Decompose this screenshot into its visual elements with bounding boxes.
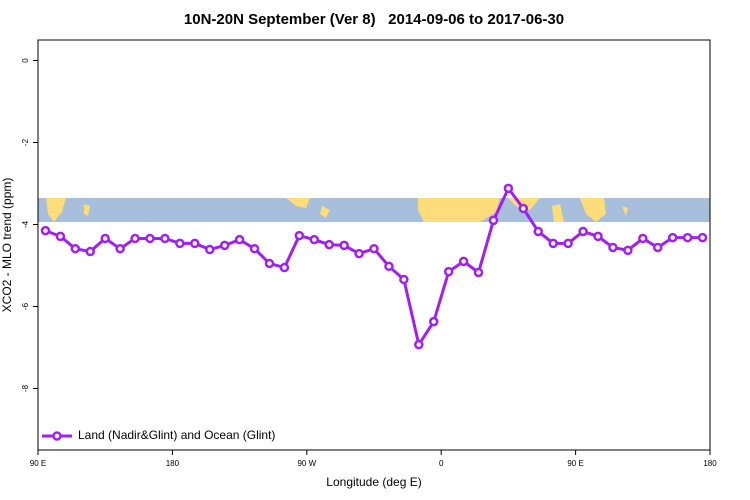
x-tick-label: 90 E bbox=[567, 459, 583, 468]
y-tick-label: -2 bbox=[21, 138, 30, 146]
data-point bbox=[145, 233, 155, 244]
y-axis-label: XCO2 - MLO trend (ppm) bbox=[0, 178, 14, 313]
data-point bbox=[309, 234, 320, 245]
data-point bbox=[85, 246, 96, 257]
data-point bbox=[249, 243, 260, 254]
data-point bbox=[175, 238, 185, 249]
data-point bbox=[548, 238, 558, 249]
y-tick-label: -8 bbox=[21, 384, 30, 392]
x-tick-label: 90 E bbox=[30, 459, 46, 468]
data-point bbox=[473, 267, 484, 278]
data-point bbox=[369, 243, 379, 254]
data-point bbox=[667, 232, 678, 243]
data-point bbox=[518, 203, 529, 214]
x-tick-label: 0 bbox=[439, 459, 444, 468]
data-point bbox=[578, 226, 588, 237]
data-point bbox=[652, 242, 663, 253]
data-point bbox=[399, 274, 409, 285]
data-point bbox=[219, 240, 230, 251]
legend-label: Land (Nadir&Glint) and Ocean (Glint) bbox=[78, 428, 275, 442]
data-point bbox=[354, 248, 364, 259]
data-point bbox=[593, 231, 603, 242]
x-tick-label: 180 bbox=[703, 459, 717, 468]
data-point bbox=[414, 339, 424, 350]
x-axis-label: Longitude (deg E) bbox=[326, 475, 421, 489]
data-point bbox=[638, 233, 648, 244]
data-point bbox=[100, 233, 110, 244]
plot-frame bbox=[37, 39, 711, 451]
data-point bbox=[40, 225, 51, 236]
data-point bbox=[563, 238, 573, 249]
data-point bbox=[682, 232, 693, 243]
data-point bbox=[294, 230, 305, 241]
data-point bbox=[608, 242, 618, 253]
data-point bbox=[324, 239, 334, 250]
data-point bbox=[55, 231, 66, 242]
data-point bbox=[503, 183, 514, 194]
data-point bbox=[279, 262, 290, 273]
y-tick-label: -6 bbox=[21, 302, 30, 310]
data-point bbox=[428, 316, 439, 327]
data-point bbox=[623, 245, 633, 256]
data-point bbox=[234, 234, 245, 245]
data-point bbox=[533, 226, 544, 237]
legend-marker bbox=[52, 431, 62, 441]
x-tick-label: 90 W bbox=[297, 459, 316, 468]
data-point bbox=[70, 243, 81, 254]
data-point bbox=[190, 238, 200, 249]
chart-title: 10N-20N September (Ver 8) 2014-09-06 to … bbox=[184, 11, 564, 28]
data-point bbox=[264, 258, 275, 269]
y-tick-label: 0 bbox=[21, 58, 30, 63]
y-tick-label: -4 bbox=[21, 220, 30, 228]
data-point bbox=[204, 244, 215, 255]
x-tick-label: 180 bbox=[166, 459, 180, 468]
data-point bbox=[488, 215, 499, 226]
data-point bbox=[458, 256, 469, 267]
data-point bbox=[443, 266, 454, 277]
data-point bbox=[115, 243, 125, 254]
map-strip bbox=[38, 198, 710, 222]
data-point bbox=[130, 233, 140, 244]
data-point bbox=[339, 240, 349, 251]
data-point bbox=[697, 232, 708, 243]
data-point bbox=[384, 261, 394, 272]
data-point bbox=[160, 233, 170, 244]
